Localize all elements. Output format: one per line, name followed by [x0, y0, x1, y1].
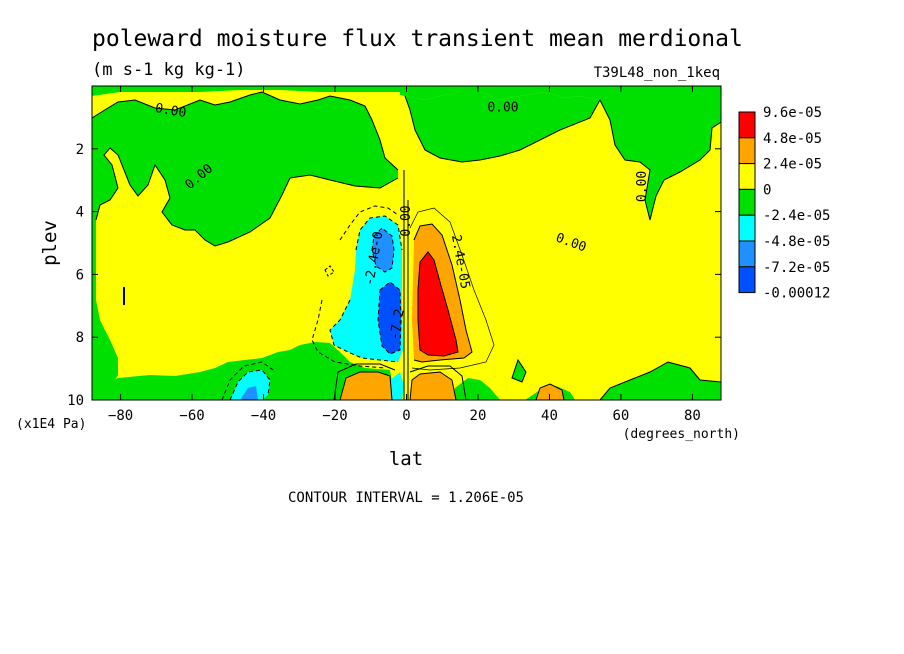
region-blue-3	[240, 386, 258, 400]
x-axis-unit: (degrees_north)	[623, 427, 740, 442]
contour-pos-inner	[417, 251, 459, 357]
region-green-br	[600, 362, 721, 400]
legend-swatch-1	[738, 137, 756, 165]
x-tick-label-6: 40	[541, 408, 558, 424]
region-red	[418, 252, 458, 356]
legend-label-6: -7.2e-05	[763, 260, 830, 276]
x-tick-label-3: −20	[322, 408, 347, 424]
contour-neg-outer-2	[311, 205, 399, 369]
run-label: T39L48_non_1keq	[594, 65, 720, 81]
region-green-small	[512, 360, 526, 382]
legend-label-3: 0	[763, 182, 771, 198]
x-tick-label-1: −60	[179, 408, 204, 424]
chart-title: poleward moisture flux transient mean me…	[92, 26, 743, 52]
x-tick-label-2: −40	[251, 408, 276, 424]
x-tick-label-5: 20	[470, 408, 487, 424]
y-axis-unit: (x1E4 Pa)	[16, 417, 86, 432]
contour-label-5: 0.00	[399, 205, 414, 236]
y-tick-label-1: 4	[76, 205, 84, 221]
legend-label-0: 9.6e-05	[763, 105, 822, 121]
region-cyan-bottom	[230, 370, 270, 400]
legend-label-1: 4.8e-05	[763, 131, 822, 147]
legend-label-5: -4.8e-05	[763, 234, 830, 250]
contour-low-right	[409, 365, 467, 400]
y-tick-label-2: 6	[76, 267, 84, 283]
contour-pos-outer-2	[409, 207, 495, 371]
contour-label-7: -7.2	[387, 308, 407, 341]
y-axis-label: plev	[39, 220, 61, 266]
y-tick-label-3: 8	[76, 330, 84, 346]
x-tick-label-0: −80	[108, 408, 133, 424]
x-tick-label-7: 60	[613, 408, 630, 424]
x-axis-label: lat	[389, 448, 423, 470]
contour-label-3: 0.00	[635, 171, 650, 202]
legend-swatch-4	[738, 214, 756, 242]
contour-equator	[403, 170, 409, 400]
region-blue-2	[378, 282, 401, 354]
region-green-south	[92, 92, 398, 392]
x-axis: −80 −60 −40 −20 0 20 40 60 80	[108, 86, 701, 424]
contour-br	[511, 358, 721, 400]
region-green-north-2	[400, 92, 600, 162]
chart-units: (m s-1 kg kg-1)	[92, 60, 246, 80]
contour-zero-north	[404, 95, 721, 221]
contour-neg-mid	[371, 227, 395, 273]
contour-label-2: 0.00	[487, 100, 518, 115]
contour-neg-inner	[377, 281, 402, 355]
contour-low-left	[333, 363, 396, 400]
contour-label-0: 0.00	[154, 101, 187, 121]
region-green-bm	[450, 378, 500, 400]
region-green-north	[400, 86, 721, 220]
y-tick-label-4: 10	[67, 393, 84, 409]
contour-lines	[92, 91, 721, 400]
region-green-south-low	[92, 342, 395, 400]
region-blue	[372, 228, 394, 272]
legend-label-4: -2.4e-05	[763, 208, 830, 224]
region-orange-low-left	[340, 372, 392, 400]
contour-pos-outer	[413, 223, 473, 363]
footer-contour-interval: CONTOUR INTERVAL = 1.206E-05	[288, 490, 524, 506]
legend-label-7: -0.00012	[763, 286, 830, 302]
legend-swatch-6	[738, 266, 756, 294]
contour-low-cyan	[221, 361, 277, 400]
legend: 9.6e-05 4.8e-05 2.4e-05 0 -2.4e-05 -4.8e-05 -7…	[738, 105, 830, 302]
plot-fill	[92, 86, 721, 400]
region-orange-low-right	[410, 372, 456, 400]
x-tick-label-8: 80	[684, 408, 701, 424]
legend-swatch-3	[738, 188, 756, 216]
contour-neg-outer	[329, 215, 403, 363]
legend-swatch-5	[738, 240, 756, 268]
contour-zero-south	[92, 91, 399, 171]
legend-swatch-2	[738, 163, 756, 190]
y-axis: 2 4 6 8 10	[67, 142, 721, 409]
x-tick-label-4: 0	[402, 408, 410, 424]
contour-zero-south-2	[95, 147, 399, 247]
legend-label-2: 2.4e-05	[763, 157, 822, 173]
y-tick-label-0: 2	[76, 142, 84, 158]
legend-swatch-0	[738, 111, 756, 139]
